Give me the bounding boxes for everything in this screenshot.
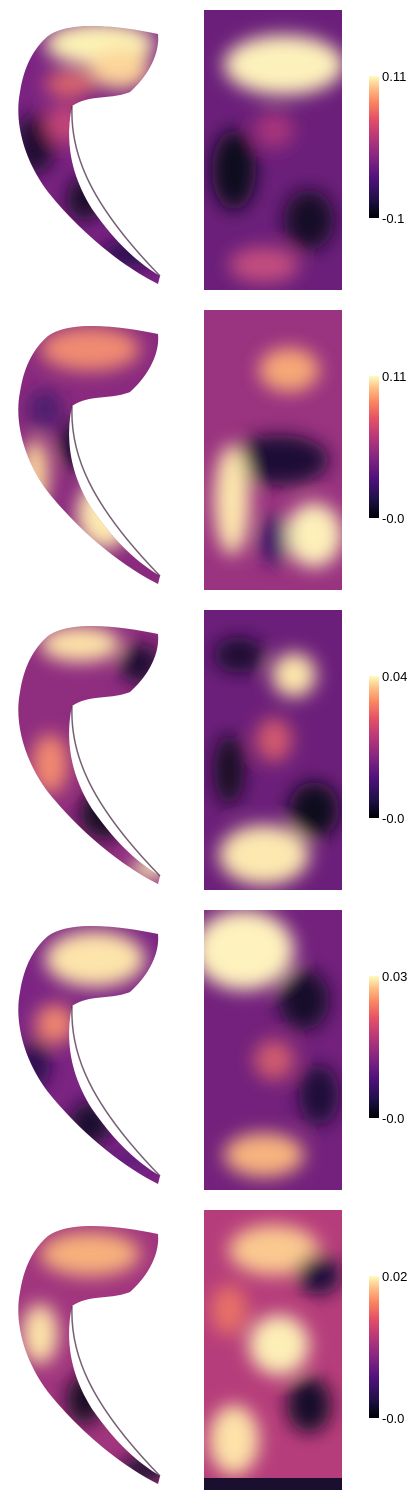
hippocampus-panel-2: 0.11 -0.0: [0, 300, 410, 600]
colorbar-max-label: 0.11: [382, 69, 407, 84]
hippocampus-surface-render: [18, 1225, 161, 1484]
colorbar: [369, 676, 379, 818]
hippocampus-surface-render: [18, 325, 161, 584]
flat-map-render: [204, 10, 342, 290]
colorbar-max-label: 0.03: [382, 969, 408, 984]
flat-map-render: [204, 910, 342, 1190]
colorbar: [369, 76, 379, 218]
colorbar-min-label: -0.0: [382, 811, 405, 826]
hippocampus-panel-4: 0.03 -0.0: [0, 900, 410, 1200]
hippocampus-panel-1: 0.11 -0.1: [0, 0, 410, 300]
flat-map-render: [204, 1210, 342, 1490]
hippocampus-panel-5: 0.02 -0.0: [0, 1200, 410, 1500]
colorbar: [369, 1276, 379, 1418]
colorbar-min-label: -0.0: [382, 511, 405, 526]
colorbar-min-label: -0.0: [382, 1111, 405, 1126]
flat-map-render: [204, 610, 342, 890]
colorbar-max-label: 0.11: [382, 369, 407, 384]
colorbar-min-label: -0.0: [382, 1411, 405, 1426]
flat-map-render: [204, 310, 342, 590]
hippocampus-surface-render: [18, 625, 161, 884]
colorbar: [369, 976, 379, 1118]
hippocampus-panel-3: 0.04 -0.0: [0, 600, 410, 900]
hippocampus-surface-render: [18, 925, 161, 1184]
colorbar-min-label: -0.1: [382, 211, 405, 226]
hippocampus-surface-render: [18, 25, 161, 284]
colorbar: [369, 376, 379, 518]
colorbar-max-label: 0.02: [382, 1269, 408, 1284]
colorbar-max-label: 0.04: [382, 669, 408, 684]
